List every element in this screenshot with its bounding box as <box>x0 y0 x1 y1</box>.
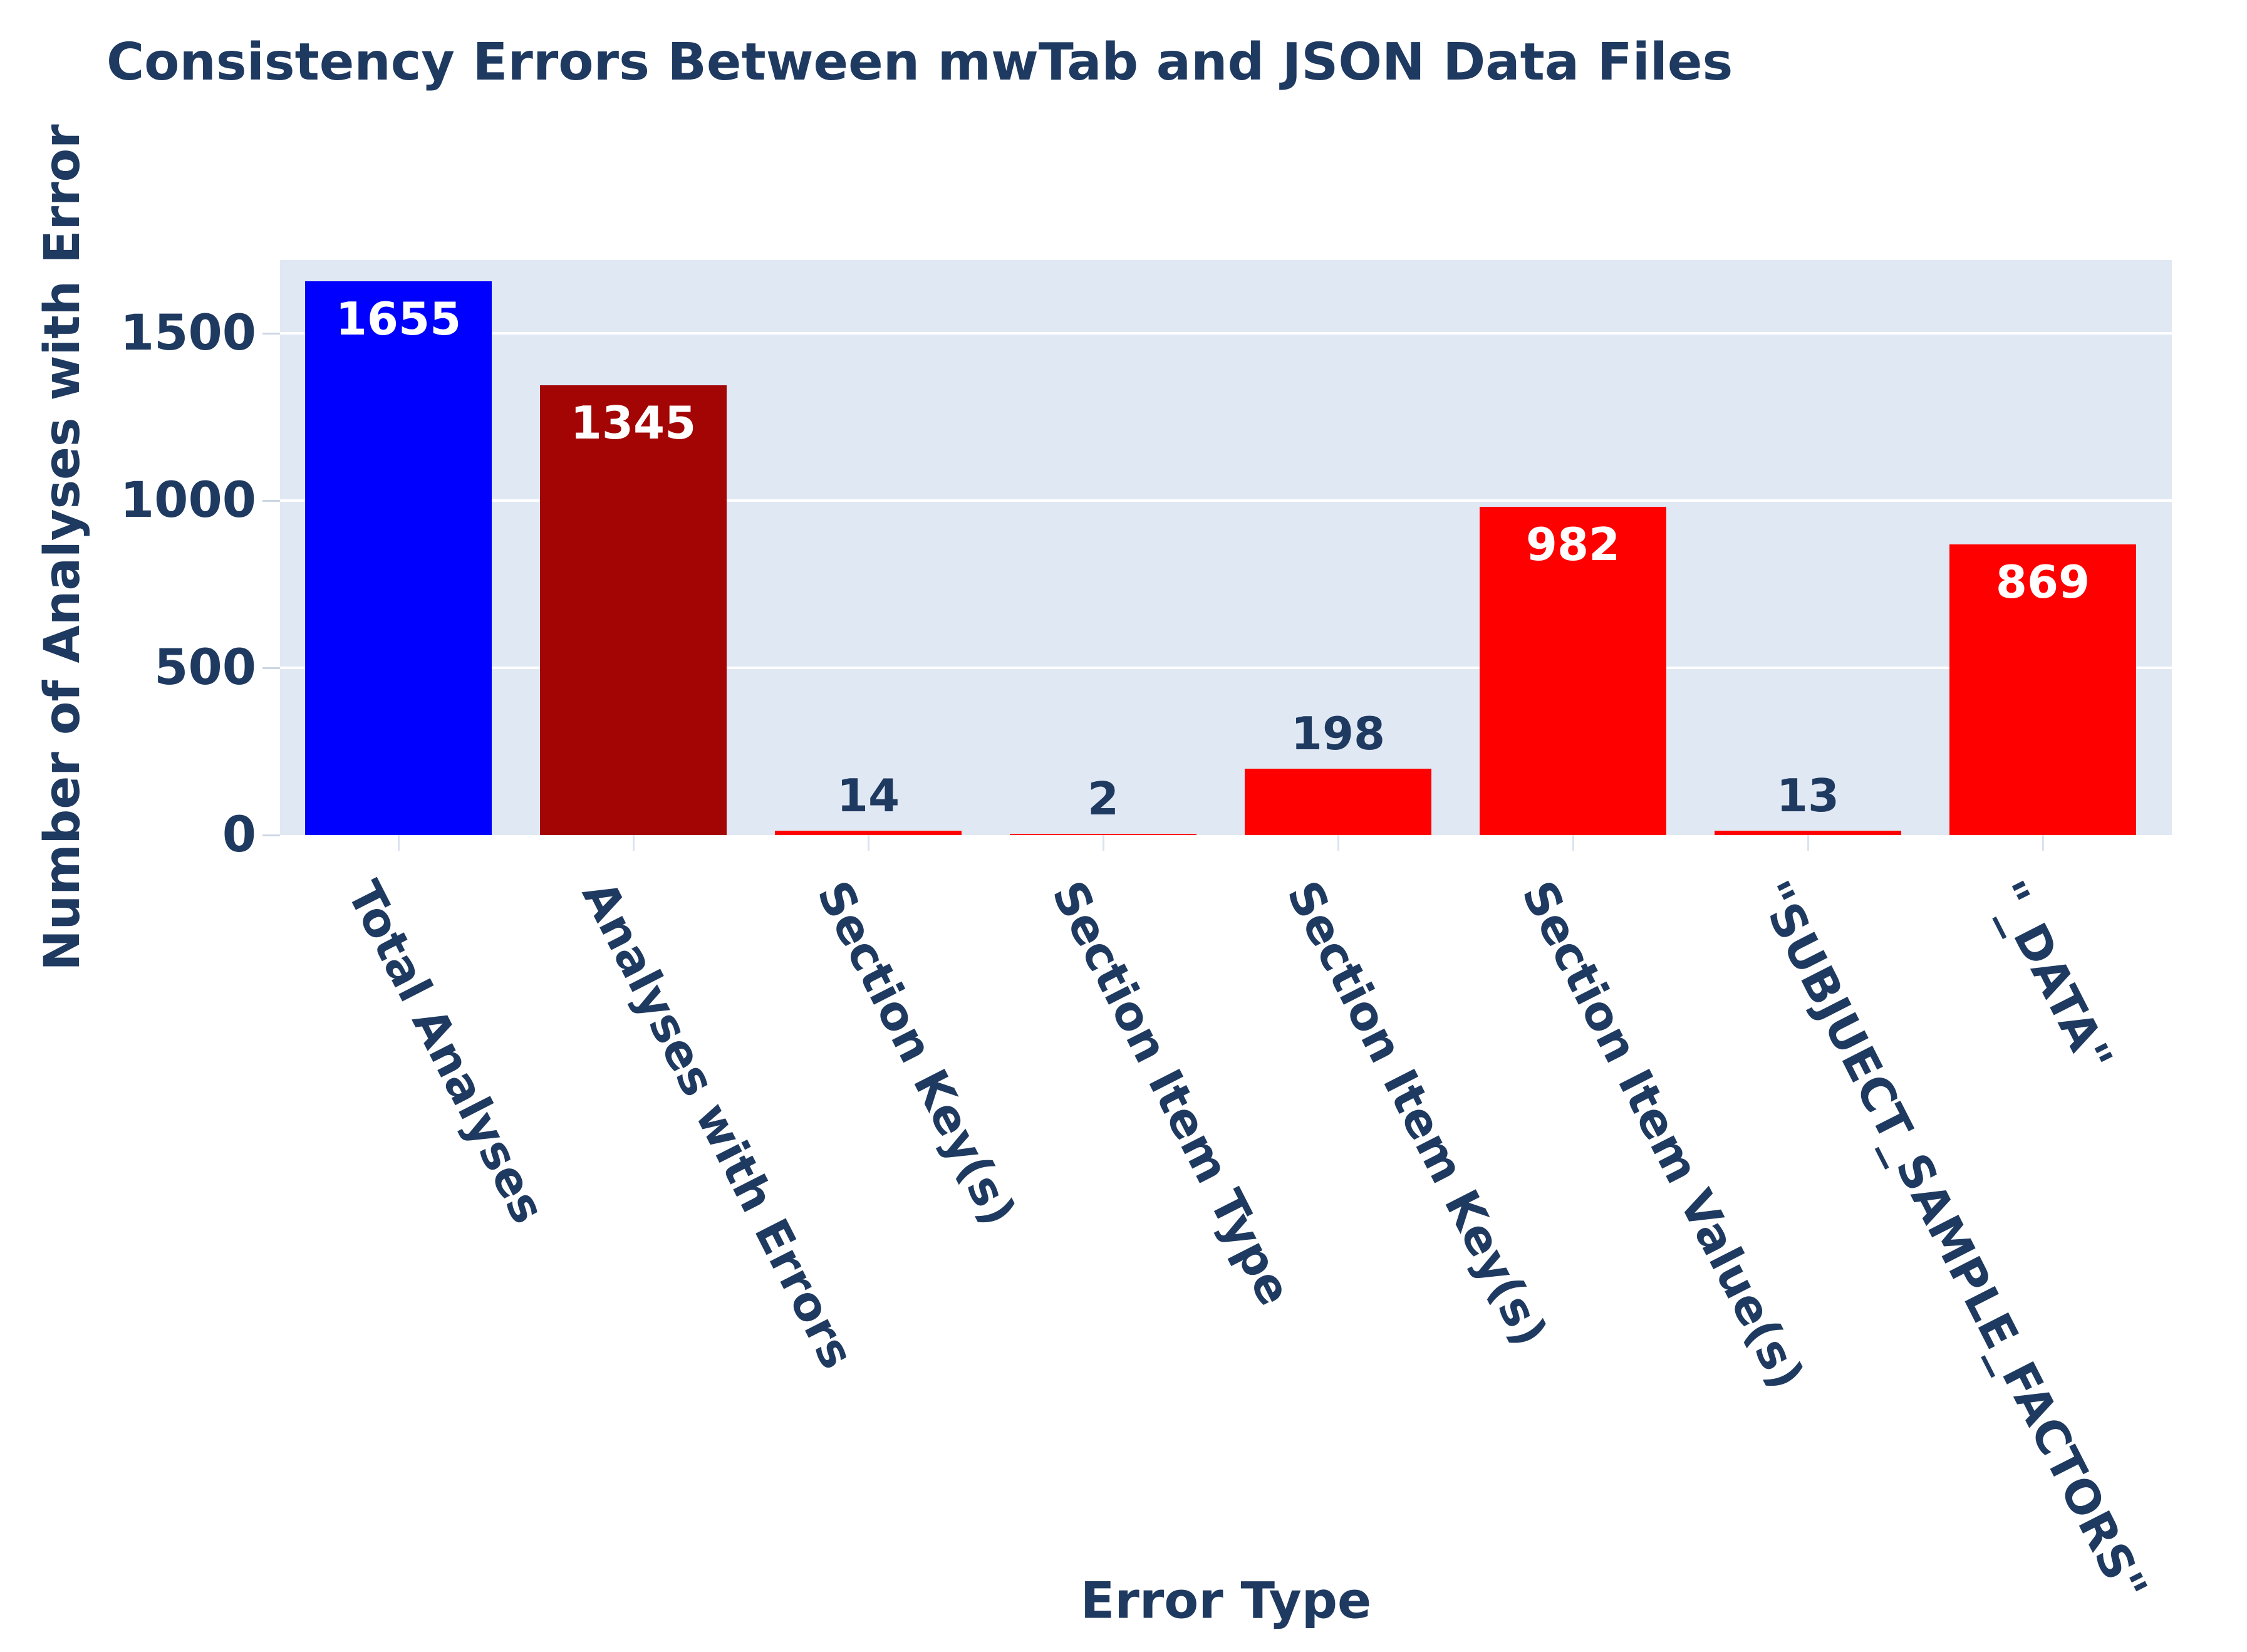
bar-value-label: 869 <box>1995 556 2090 608</box>
x-tick-mark <box>2042 835 2044 851</box>
bar-value-label: 198 <box>1290 707 1386 760</box>
x-axis-title: Error Type <box>1080 1571 1372 1630</box>
y-tick-label: 0 <box>222 807 256 863</box>
y-tick-label: 500 <box>154 639 256 696</box>
x-tick-mark <box>1103 835 1104 851</box>
bar <box>1245 769 1431 835</box>
y-tick-mark <box>262 499 280 502</box>
x-tick-mark <box>1337 835 1339 851</box>
gridline <box>280 499 2172 502</box>
bar <box>1949 544 2136 835</box>
bar-value-label: 14 <box>836 769 900 822</box>
bar <box>1010 834 1196 835</box>
gridline <box>280 666 2172 669</box>
x-tick-label: Analyses with Errors <box>571 873 864 1378</box>
bar-value-label: 2 <box>1087 772 1119 825</box>
x-tick-label: Section Item Value(s) <box>1511 873 1814 1398</box>
bar-value-label: 982 <box>1525 518 1621 571</box>
x-tick-label: Section Item Key(s) <box>1276 873 1558 1355</box>
y-tick-label: 1000 <box>120 472 256 529</box>
y-tick-mark <box>262 834 280 836</box>
x-tick-label: "SUBJUECT_SAMPLE_FACTORS" <box>1746 873 2157 1611</box>
x-tick-label: Total Analyses <box>336 873 556 1232</box>
y-tick-label: 1500 <box>120 304 256 361</box>
plot-area: 1655 1345 14 2 198 982 13 869 <box>280 260 2172 835</box>
y-tick-mark <box>262 332 280 335</box>
y-tick-mark <box>262 667 280 669</box>
bar <box>775 831 962 835</box>
x-tick-label: Section Key(s) <box>806 873 1026 1234</box>
chart-title: Consistency Errors Between mwTab and JSO… <box>106 33 1733 92</box>
x-tick-mark <box>398 835 400 851</box>
bar <box>540 385 727 835</box>
x-tick-label: Section Item Type <box>1041 873 1302 1314</box>
x-tick-label: "_DATA" <box>1981 873 2123 1081</box>
bar <box>1715 831 1901 835</box>
bar-value-label: 1345 <box>570 397 697 449</box>
x-tick-mark <box>633 835 635 851</box>
bar <box>305 281 492 835</box>
x-tick-mark <box>1807 835 1809 851</box>
x-tick-mark <box>868 835 869 851</box>
gridline <box>280 331 2172 335</box>
bar-value-label: 13 <box>1776 769 1840 822</box>
bar-value-label: 1655 <box>335 293 462 345</box>
bar <box>1480 507 1666 835</box>
x-tick-mark <box>1572 835 1574 851</box>
